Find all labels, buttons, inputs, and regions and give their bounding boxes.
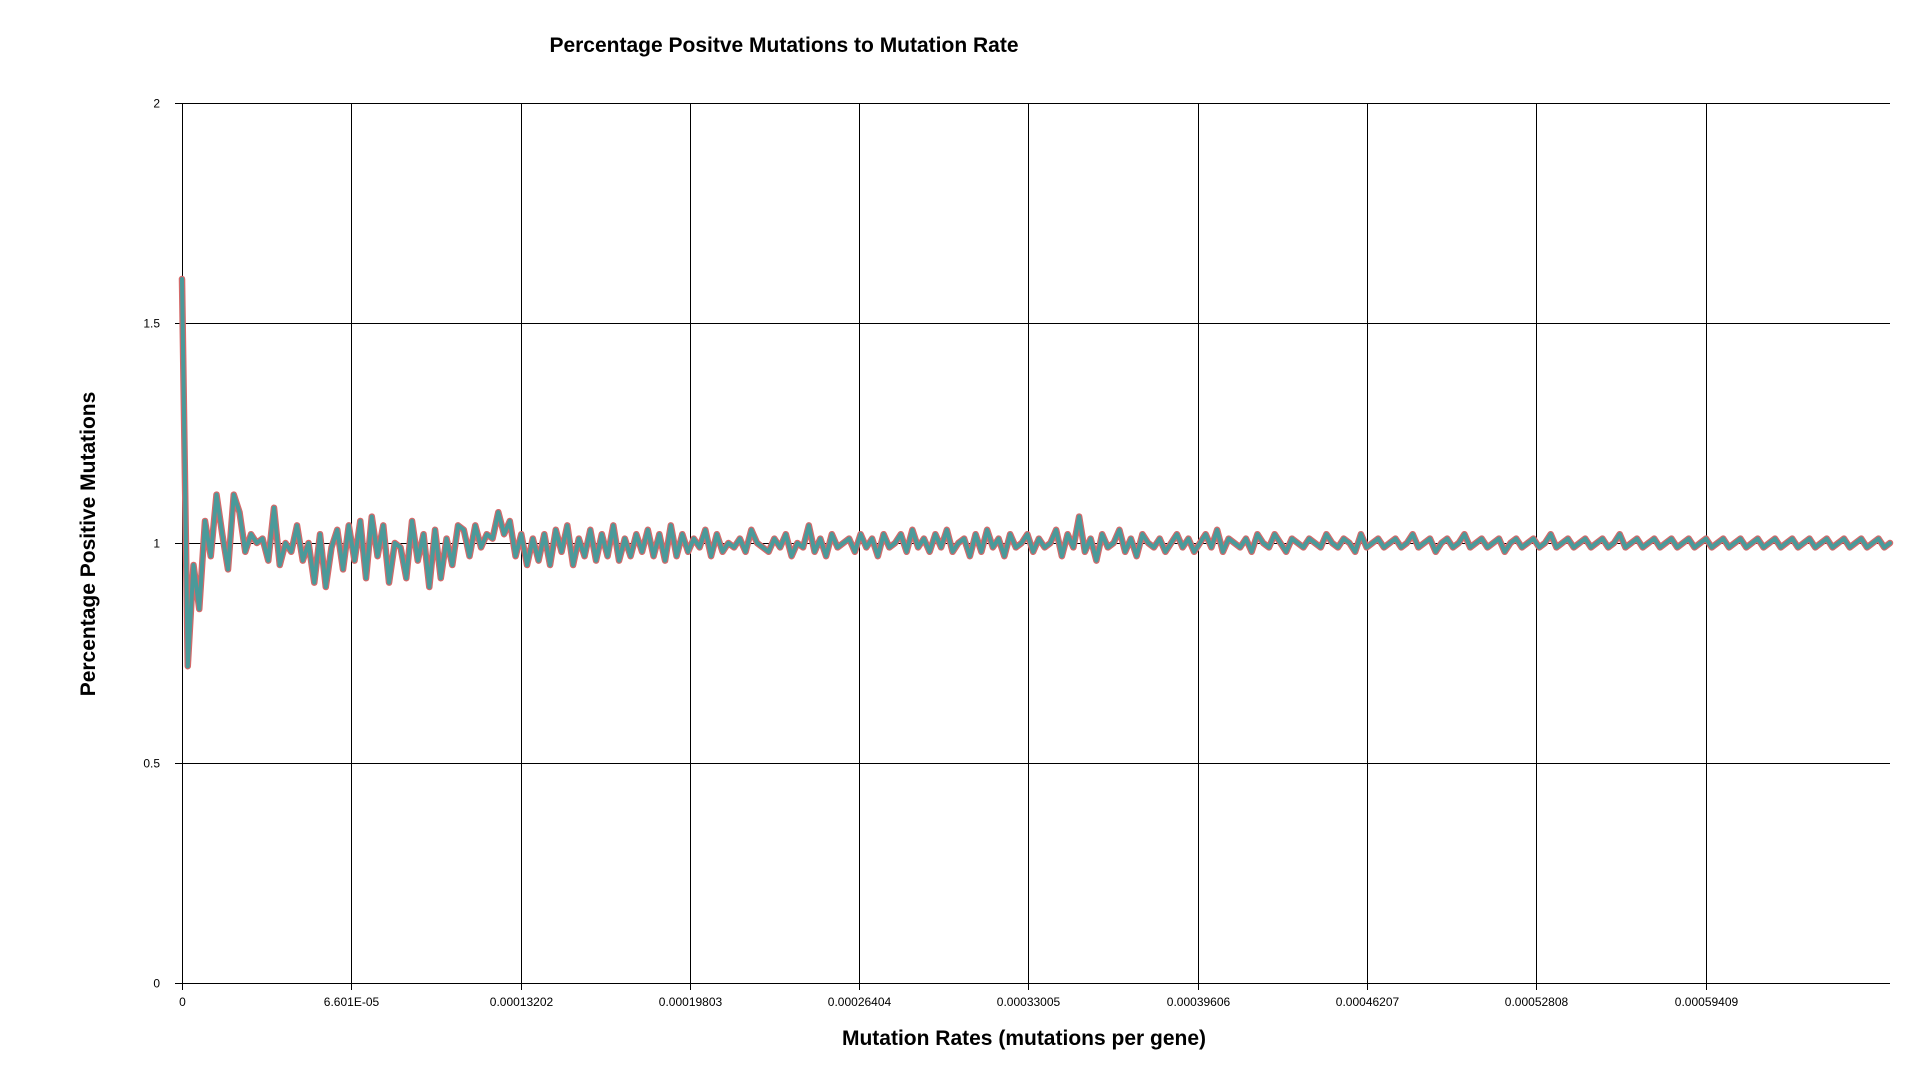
ticks: 0 0.5 1 1.5 2 0 6.601E-05 0.00013202 0.00019803 0… — [143, 97, 1738, 1010]
y-axis-title: Percentage Positive Mutations — [77, 392, 100, 697]
x-tick-label: 6.601E-05 — [324, 995, 380, 1009]
x-tick-label: 0.00052808 — [1505, 995, 1569, 1009]
x-axis-title: Mutation Rates (mutations per gene) — [842, 1027, 1206, 1050]
y-tick-label: 1 — [153, 537, 160, 551]
y-tick-label: 2 — [153, 97, 160, 111]
y-tick-label: 1.5 — [143, 317, 160, 331]
x-tick-label: 0.00033005 — [997, 995, 1061, 1009]
y-tick-label: 0.5 — [143, 757, 160, 771]
y-tick-label: 0 — [153, 977, 160, 991]
series-0 — [178, 275, 1894, 670]
series-line — [180, 277, 1892, 669]
x-tick-label: 0.00019803 — [659, 995, 723, 1009]
chart-title: Percentage Positve Mutations to Mutation… — [549, 34, 1018, 57]
x-tick-label: 0.00039606 — [1167, 995, 1231, 1009]
x-tick-label: 0.00026404 — [828, 995, 892, 1009]
x-tick-label: 0.00046207 — [1336, 995, 1400, 1009]
x-tick-label: 0 — [179, 995, 186, 1009]
series-line-outline — [178, 275, 1894, 670]
x-tick-label: 0.00059409 — [1675, 995, 1739, 1009]
series-layer — [178, 275, 1894, 670]
x-tick-label: 0.00013202 — [490, 995, 554, 1009]
